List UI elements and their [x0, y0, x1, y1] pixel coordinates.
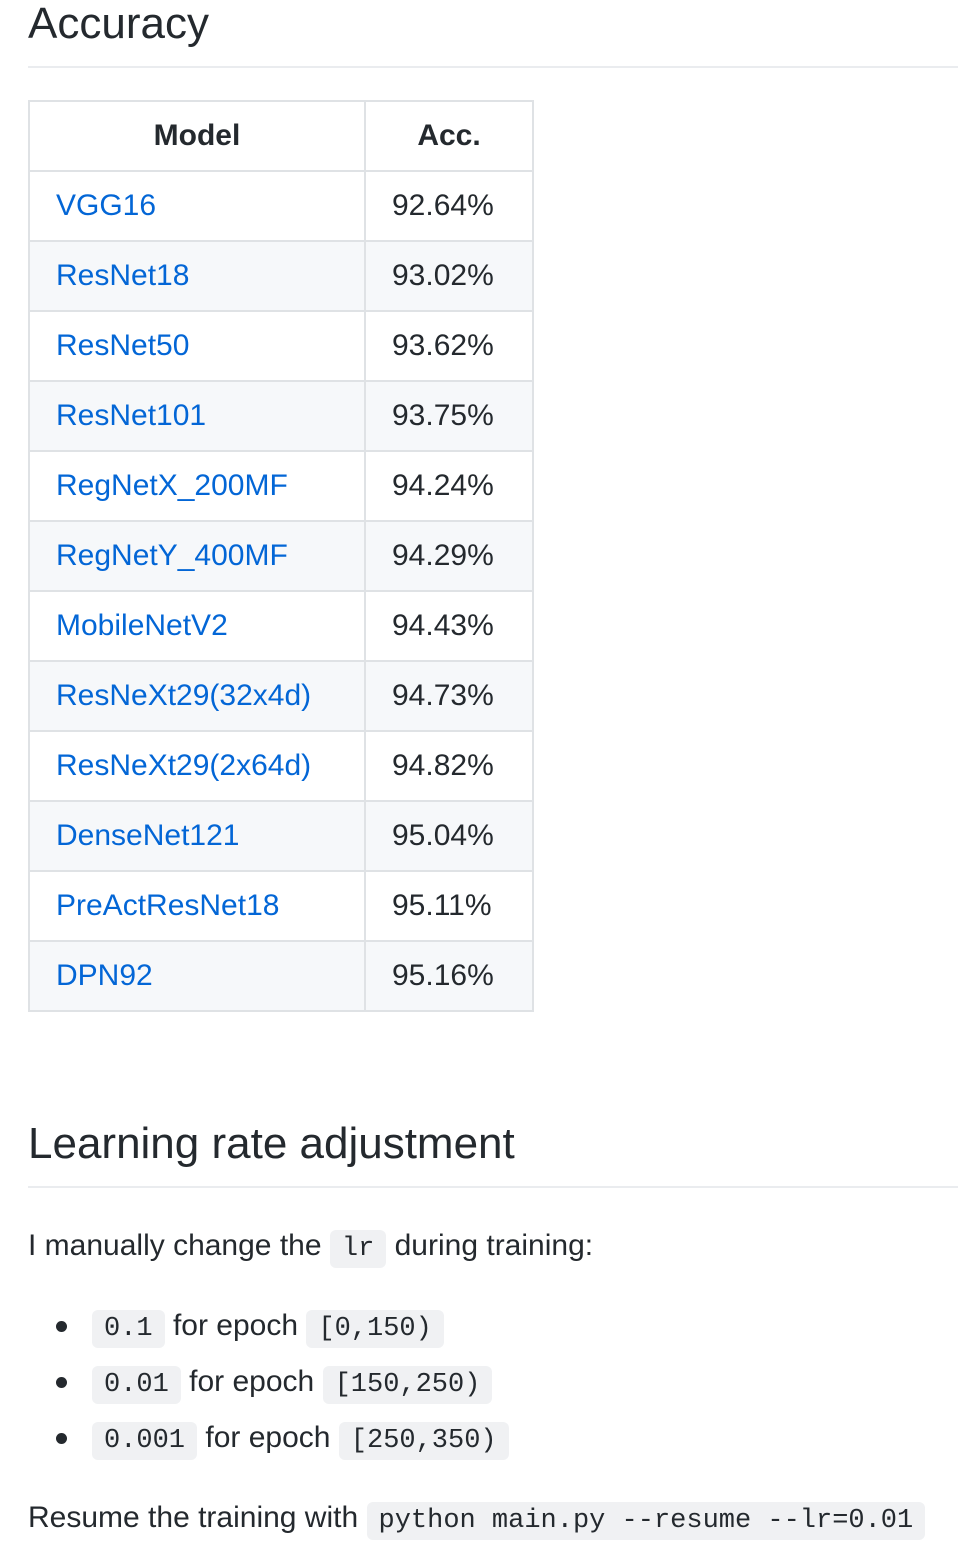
model-link[interactable]: DPN92 [56, 959, 153, 992]
model-cell: MobileNetV2 [28, 590, 366, 662]
accuracy-value: 93.75% [364, 380, 534, 452]
intro-text-before: I manually change the [28, 1229, 322, 1262]
table-row: RegNetX_200MF 94.24% [28, 450, 534, 522]
inline-code-lr-value: 0.001 [92, 1422, 198, 1460]
accuracy-value: 92.64% [364, 170, 534, 242]
accuracy-value: 95.04% [364, 800, 534, 872]
table-row: MobileNetV2 94.43% [28, 590, 534, 662]
accuracy-value: 93.02% [364, 240, 534, 312]
table-row: VGG16 92.64% [28, 170, 534, 242]
table-header-row: Model Acc. [28, 100, 534, 172]
lr-schedule-list: 0.1 for epoch [0,150) 0.01 for epoch [150… [28, 1300, 509, 1468]
schedule-text: for epoch [189, 1365, 315, 1398]
list-item: 0.001 for epoch [250,350) [28, 1412, 509, 1468]
intro-text-after: during training: [394, 1229, 594, 1262]
model-cell: PreActResNet18 [28, 870, 366, 942]
inline-code-lr-value: 0.1 [92, 1310, 165, 1348]
model-link[interactable]: RegNetX_200MF [56, 469, 288, 502]
inline-code-epoch-range: [150,250) [322, 1366, 493, 1404]
list-item: 0.01 for epoch [150,250) [28, 1356, 509, 1412]
heading-divider [28, 1186, 958, 1188]
model-link[interactable]: MobileNetV2 [56, 609, 228, 642]
list-item: 0.1 for epoch [0,150) [28, 1300, 509, 1356]
table-row: ResNet18 93.02% [28, 240, 534, 312]
model-link[interactable]: ResNeXt29(2x64d) [56, 749, 312, 782]
column-header-acc: Acc. [364, 100, 534, 172]
heading-divider [28, 66, 958, 68]
accuracy-value: 94.73% [364, 660, 534, 732]
accuracy-value: 94.43% [364, 590, 534, 662]
model-link[interactable]: ResNet101 [56, 399, 207, 432]
schedule-text: for epoch [205, 1421, 331, 1454]
model-cell: RegNetX_200MF [28, 450, 366, 522]
accuracy-value: 93.62% [364, 310, 534, 382]
bullet-icon [56, 1433, 67, 1444]
table-body: VGG16 92.64% ResNet18 93.02% ResNet50 93.62% R… [28, 170, 534, 1012]
inline-code-epoch-range: [0,150) [306, 1310, 444, 1348]
model-cell: ResNet18 [28, 240, 366, 312]
model-cell: ResNet50 [28, 310, 366, 382]
model-link[interactable]: ResNet50 [56, 329, 190, 362]
model-cell: RegNetY_400MF [28, 520, 366, 592]
inline-code-lr: lr [329, 1230, 387, 1268]
bullet-icon [56, 1377, 67, 1388]
accuracy-value: 94.24% [364, 450, 534, 522]
model-cell: DenseNet121 [28, 800, 366, 872]
model-link[interactable]: VGG16 [56, 189, 157, 222]
table-row: DPN92 95.16% [28, 940, 534, 1012]
inline-code-lr-value: 0.01 [92, 1366, 181, 1404]
model-cell: DPN92 [28, 940, 366, 1012]
learning-rate-heading: Learning rate adjustment [28, 1119, 515, 1168]
accuracy-heading: Accuracy [28, 0, 209, 48]
table-row: RegNetY_400MF 94.29% [28, 520, 534, 592]
model-cell: ResNeXt29(2x64d) [28, 730, 366, 802]
accuracy-table: Model Acc. VGG16 92.64% ResNet18 93.02% ResN… [28, 100, 534, 1012]
table-row: PreActResNet18 95.11% [28, 870, 534, 942]
inline-code-epoch-range: [250,350) [338, 1422, 509, 1460]
table-row: DenseNet121 95.04% [28, 800, 534, 872]
schedule-text: for epoch [172, 1309, 299, 1342]
table-row: ResNeXt29(2x64d) 94.82% [28, 730, 534, 802]
model-link[interactable]: DenseNet121 [56, 819, 240, 852]
lr-intro-paragraph: I manually change the lr during training… [28, 1224, 593, 1271]
column-header-model: Model [28, 100, 366, 172]
accuracy-value: 94.29% [364, 520, 534, 592]
model-cell: ResNet101 [28, 380, 366, 452]
resume-paragraph: Resume the training with python main.py … [28, 1496, 926, 1543]
model-link[interactable]: RegNetY_400MF [56, 539, 288, 572]
model-link[interactable]: ResNeXt29(32x4d) [56, 679, 312, 712]
inline-code-resume-command: python main.py --resume --lr=0.01 [366, 1502, 926, 1540]
model-cell: VGG16 [28, 170, 366, 242]
table-row: ResNeXt29(32x4d) 94.73% [28, 660, 534, 732]
table-row: ResNet50 93.62% [28, 310, 534, 382]
model-link[interactable]: ResNet18 [56, 259, 190, 292]
model-link[interactable]: PreActResNet18 [56, 889, 280, 922]
accuracy-value: 94.82% [364, 730, 534, 802]
accuracy-value: 95.11% [364, 870, 534, 942]
bullet-icon [56, 1321, 67, 1332]
model-cell: ResNeXt29(32x4d) [28, 660, 366, 732]
resume-text: Resume the training with [28, 1501, 359, 1534]
table-row: ResNet101 93.75% [28, 380, 534, 452]
accuracy-value: 95.16% [364, 940, 534, 1012]
